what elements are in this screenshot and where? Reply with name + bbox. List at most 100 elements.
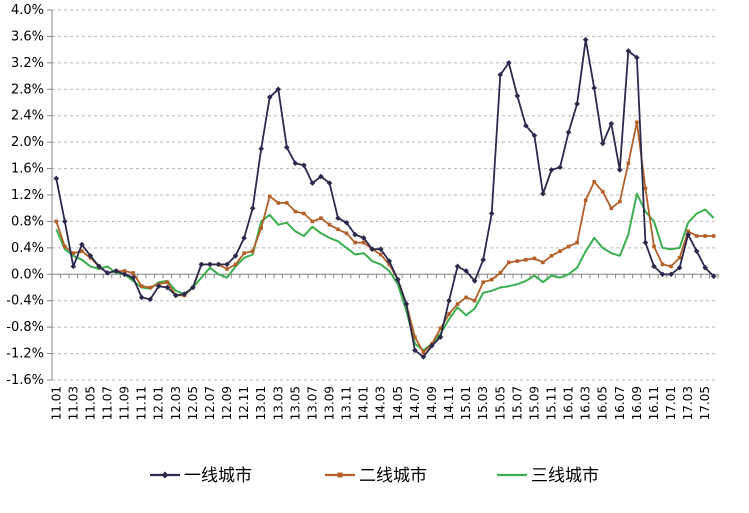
data-point: [412, 347, 418, 354]
legend: 一线城市 二线城市 三线城市: [150, 466, 599, 486]
x-tick-label: 13.09: [323, 386, 337, 420]
legend-item-3: 三线城市: [497, 466, 599, 486]
data-point: [669, 264, 673, 269]
data-point: [710, 273, 717, 280]
data-point: [302, 211, 306, 216]
data-point: [104, 270, 111, 276]
series-line: [55, 121, 714, 354]
series-layer: [53, 36, 717, 360]
data-point: [232, 252, 239, 259]
data-point: [369, 246, 375, 252]
data-point: [471, 278, 478, 284]
y-tick-label: 2.8%: [11, 82, 44, 97]
data-point: [233, 262, 238, 267]
data-point: [215, 261, 222, 268]
data-point: [344, 231, 349, 236]
x-tick-label: 13.03: [271, 386, 285, 420]
y-tick-label: 0.4%: [11, 241, 44, 256]
legend-label: 三线城市: [531, 466, 599, 486]
data-point: [130, 274, 136, 281]
y-tick-label: 0.8%: [11, 214, 44, 229]
data-point: [574, 101, 580, 107]
data-point: [634, 54, 640, 61]
x-tick-label: 17.01: [664, 386, 678, 420]
data-point: [378, 252, 383, 257]
data-point: [292, 160, 299, 167]
data-point: [608, 120, 615, 127]
data-point: [190, 284, 196, 291]
y-tick-label: 3.6%: [11, 29, 44, 44]
data-point: [685, 231, 691, 238]
data-point: [242, 251, 246, 255]
data-point: [173, 292, 179, 299]
y-tick-label: -0.4%: [6, 294, 44, 309]
data-point: [703, 234, 707, 238]
data-point: [507, 260, 511, 265]
data-point: [498, 271, 503, 275]
data-point: [155, 283, 162, 289]
data-point: [548, 167, 555, 173]
data-point: [540, 190, 546, 197]
data-point: [447, 312, 451, 316]
x-tick-label: 16.01: [562, 386, 576, 420]
data-point: [635, 120, 639, 125]
data-point: [403, 301, 410, 307]
data-point: [524, 257, 528, 262]
x-tick-label: 14.11: [442, 386, 456, 420]
legend-marker: [161, 471, 169, 479]
data-point: [70, 263, 77, 270]
data-point: [80, 249, 84, 253]
data-point: [463, 268, 469, 274]
data-point: [600, 189, 605, 194]
data-point: [523, 122, 529, 129]
data-point: [625, 48, 632, 54]
x-tick-label: 11.09: [118, 386, 132, 420]
x-tick-label: 12.03: [169, 386, 183, 420]
data-point: [121, 271, 128, 278]
y-tick-label: 2.0%: [11, 135, 44, 150]
series-1: [53, 36, 717, 360]
grid-layer: [52, 9, 718, 381]
data-point: [446, 297, 452, 304]
x-tick-label: 15.11: [545, 386, 559, 420]
data-point: [464, 295, 468, 300]
y-tick-label: -1.2%: [6, 347, 44, 362]
x-tick-label: 17.05: [698, 386, 712, 420]
data-point: [642, 239, 649, 246]
data-point: [87, 252, 94, 259]
data-point: [582, 36, 589, 43]
data-point: [361, 240, 366, 245]
data-point: [207, 261, 213, 268]
data-point: [326, 180, 333, 186]
data-point: [583, 198, 588, 203]
data-point: [377, 246, 384, 252]
data-point: [276, 201, 281, 205]
x-tick-label: 15.05: [493, 386, 507, 420]
data-point: [327, 222, 332, 227]
data-point: [575, 240, 579, 245]
x-tick-label: 11.01: [49, 386, 63, 420]
data-point: [259, 226, 263, 230]
data-point: [515, 259, 520, 263]
x-tick-label: 16.11: [647, 386, 661, 420]
x-tick-label: 16.05: [596, 386, 610, 420]
x-tick-label: 15.03: [476, 386, 490, 420]
data-point: [659, 271, 666, 278]
y-tick-label: -1.6%: [6, 373, 44, 388]
data-point: [148, 285, 152, 290]
data-point: [164, 284, 171, 291]
data-point: [488, 210, 495, 217]
legend-item-2: 二线城市: [325, 466, 427, 486]
data-point: [275, 86, 282, 93]
data-point: [360, 235, 367, 241]
data-point: [165, 280, 170, 285]
data-point: [53, 175, 60, 182]
data-point: [62, 218, 68, 225]
data-point: [592, 179, 596, 184]
data-point: [549, 253, 554, 258]
data-point: [677, 255, 682, 260]
x-tick-label: 14.09: [425, 386, 439, 420]
data-point: [454, 263, 461, 270]
data-point: [702, 264, 708, 271]
